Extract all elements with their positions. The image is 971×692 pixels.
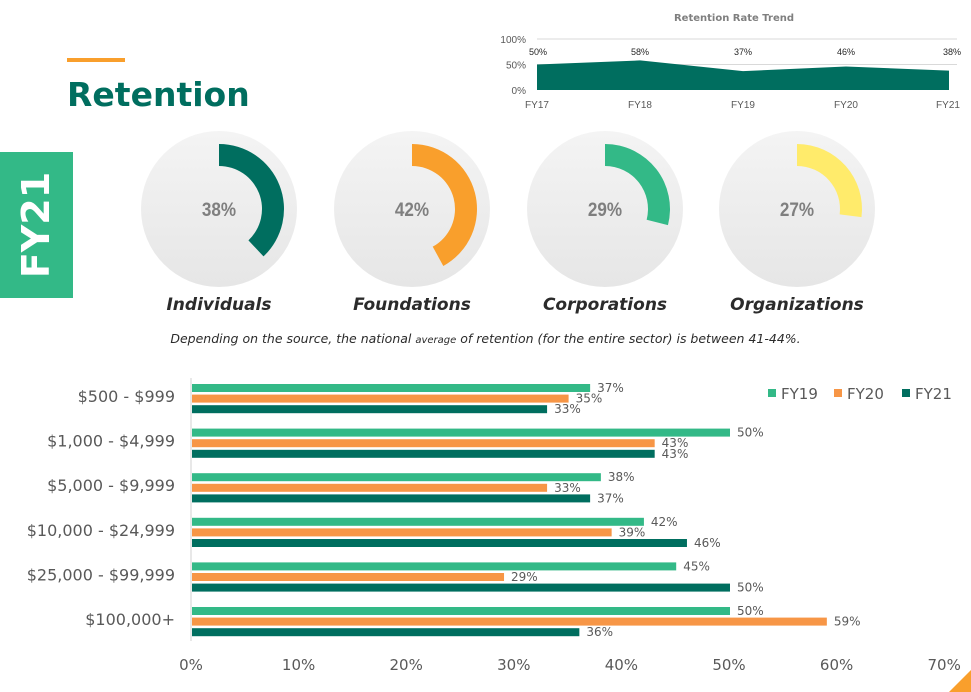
trend-data-label: 37% (734, 47, 752, 57)
donut-arc-individuals (219, 144, 285, 257)
bar-fy21 (192, 494, 591, 503)
bar-data-label: 33% (554, 402, 581, 416)
donut-label-organizations: Organizations (730, 295, 864, 315)
bar-fy21 (192, 405, 548, 414)
bar-data-label: 36% (586, 625, 613, 639)
bar-fy21 (192, 628, 580, 637)
trend-y-tick-label: 100% (500, 35, 526, 46)
donut-value-label: 29% (588, 199, 622, 220)
bar-data-label: 45% (683, 559, 710, 573)
donut-arc-corporations (605, 144, 670, 226)
legend-label: FY20 (847, 385, 884, 403)
legend-swatch-fy20 (834, 389, 842, 397)
trend-y-tick-label: 50% (506, 61, 526, 72)
bar-data-label: 38% (608, 470, 635, 484)
legend-swatch-fy19 (768, 389, 776, 397)
x-tick-label: 30% (497, 656, 530, 674)
bar-fy20 (192, 483, 548, 492)
bar-fy20 (192, 573, 505, 581)
category-label: $25,000 - $99,999 (27, 565, 175, 584)
trend-x-tick-label: FY19 (731, 100, 755, 111)
category-label: $100,000+ (85, 610, 175, 629)
x-tick-label: 10% (282, 656, 315, 674)
bar-data-label: 29% (511, 570, 538, 584)
donut-value-label: 42% (395, 199, 429, 220)
fiscal-year-badge: FY21 (0, 152, 73, 298)
x-tick-label: 60% (820, 656, 853, 674)
donut-value-label: 38% (202, 199, 236, 220)
bar-fy21 (192, 539, 687, 547)
trend-area (537, 60, 949, 90)
trend-data-label: 38% (943, 47, 961, 57)
note-text-1: Depending on the source, the national (170, 331, 416, 346)
bar-fy21 (192, 449, 655, 458)
bar-fy20 (192, 528, 612, 537)
legend-label: FY21 (915, 385, 952, 403)
bar-data-label: 42% (651, 515, 678, 529)
trend-x-tick-label: FY17 (525, 100, 549, 111)
corner-triangle (949, 670, 971, 692)
trend-data-label: 46% (837, 47, 855, 57)
bar-fy19 (192, 607, 730, 615)
bar-data-label: 37% (597, 491, 624, 505)
bar-data-label: 35% (576, 392, 603, 406)
bar-data-label: 33% (554, 481, 581, 495)
trend-data-label: 58% (631, 47, 649, 57)
category-label: $1,000 - $4,999 (47, 432, 175, 451)
bar-data-label: 43% (662, 447, 689, 461)
category-label: $10,000 - $24,999 (27, 521, 175, 540)
trend-x-tick-label: FY18 (628, 100, 652, 111)
bar-fy20 (192, 439, 655, 448)
bar-fy20 (192, 617, 827, 626)
note-text-2: of retention (for the entire sector) is … (456, 331, 801, 346)
bar-data-label: 43% (662, 436, 689, 450)
legend-swatch-fy21 (902, 389, 910, 397)
trend-data-label: 50% (529, 47, 547, 57)
category-label: $5,000 - $9,999 (47, 476, 175, 495)
bar-data-label: 37% (597, 381, 624, 395)
donut-arc-foundations (412, 144, 477, 266)
bar-data-label: 59% (834, 615, 861, 629)
trend-x-tick-label: FY20 (834, 100, 858, 111)
x-tick-label: 40% (605, 656, 638, 674)
bar-fy19 (192, 562, 677, 571)
trend-x-tick-label: FY21 (936, 100, 960, 111)
note-text-small: average (415, 335, 457, 346)
bar-fy19 (192, 517, 644, 526)
legend-label: FY19 (781, 385, 818, 403)
bar-data-label: 50% (737, 426, 764, 440)
donut-label-corporations: Corporations (542, 295, 668, 315)
national-average-note: Depending on the source, the national av… (0, 331, 971, 346)
bar-fy19 (192, 428, 730, 437)
donut-label-individuals: Individuals (166, 295, 272, 315)
title-accent-line (67, 58, 125, 62)
bar-data-label: 39% (619, 525, 646, 539)
bar-data-label: 50% (737, 604, 764, 618)
bar-fy21 (192, 583, 730, 592)
donut-label-foundations: Foundations (353, 295, 471, 315)
bar-data-label: 46% (694, 536, 721, 550)
trend-chart-title: Retention Rate Trend (674, 13, 794, 24)
bar-fy20 (192, 394, 569, 403)
bar-fy19 (192, 473, 601, 482)
trend-y-tick-label: 0% (512, 86, 527, 97)
bar-fy19 (192, 384, 591, 392)
category-label: $500 - $999 (78, 387, 175, 406)
page-title: Retention (67, 75, 250, 114)
x-tick-label: 70% (928, 656, 961, 674)
x-tick-label: 20% (390, 656, 423, 674)
x-tick-label: 0% (179, 656, 203, 674)
x-tick-label: 50% (712, 656, 745, 674)
donut-arc-organizations (797, 144, 862, 218)
bar-data-label: 50% (737, 581, 764, 595)
donut-value-label: 27% (780, 199, 814, 220)
